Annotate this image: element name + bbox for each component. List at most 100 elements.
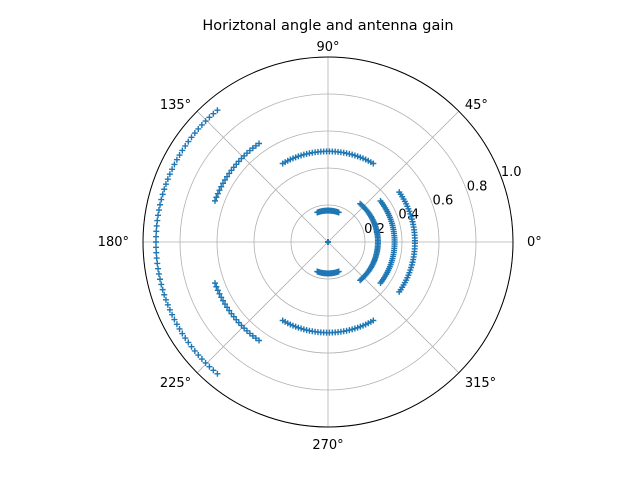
data-point — [153, 228, 160, 235]
data-point — [256, 337, 263, 344]
data-point — [212, 280, 219, 287]
data-point — [354, 324, 361, 331]
angular-tick-label: 270° — [312, 438, 343, 453]
data-point — [252, 142, 259, 149]
angular-tick-label: 90° — [316, 40, 339, 55]
data-point — [164, 301, 171, 308]
data-point — [252, 335, 259, 342]
data-point — [198, 121, 205, 128]
data-point — [218, 183, 225, 190]
data-point — [214, 287, 221, 294]
data-point — [377, 197, 384, 204]
data-point — [202, 359, 209, 366]
data-point — [185, 339, 192, 346]
data-point — [349, 326, 356, 333]
data-point — [185, 138, 192, 145]
data-point — [155, 207, 162, 214]
data-point — [216, 290, 223, 297]
data-point — [155, 265, 162, 272]
radial-tick-label: 1.0 — [501, 165, 522, 180]
data-point — [325, 239, 331, 245]
radial-tick-labels: 0.20.40.60.81.0 — [364, 165, 521, 237]
data-point — [226, 170, 233, 177]
angular-tick-label: 180° — [98, 235, 129, 250]
angular-tick-label: 135° — [160, 98, 191, 113]
data-point — [155, 270, 162, 277]
angular-gridline — [196, 241, 329, 374]
data-point — [220, 297, 227, 304]
data-point — [295, 324, 302, 331]
data-point — [351, 152, 358, 159]
data-point — [166, 306, 173, 313]
data-point — [153, 244, 160, 251]
angular-gridline — [327, 241, 460, 374]
data-point — [346, 327, 353, 334]
data-point — [224, 304, 231, 311]
data-point — [228, 310, 235, 317]
data-point — [218, 294, 225, 301]
data-point — [292, 323, 299, 330]
data-point — [249, 332, 256, 339]
data-point — [173, 156, 180, 163]
angular-tick-label: 315° — [465, 376, 496, 391]
data-point — [191, 130, 198, 137]
data-point — [230, 164, 237, 171]
data-point — [357, 154, 364, 161]
data-point — [154, 260, 161, 267]
data-point — [169, 166, 176, 173]
data-point — [153, 255, 160, 262]
data-point — [162, 181, 169, 188]
data-point — [154, 217, 161, 224]
data-point — [396, 189, 403, 196]
data-point — [153, 249, 160, 256]
data-point — [176, 325, 183, 332]
data-point — [295, 153, 302, 160]
data-point — [303, 150, 310, 157]
data-point — [157, 201, 164, 208]
data-point — [226, 307, 233, 314]
data-point — [238, 322, 245, 329]
data-point — [228, 167, 235, 174]
data-point — [221, 176, 228, 183]
data-point — [354, 153, 361, 160]
data-point — [158, 196, 165, 203]
data-point — [213, 194, 220, 201]
data-point — [179, 330, 186, 337]
data-point — [171, 161, 178, 168]
data-point — [358, 201, 365, 208]
data-point — [300, 326, 307, 333]
data-point — [153, 233, 160, 240]
data-point — [335, 268, 342, 275]
data-point — [202, 118, 209, 125]
data-point — [214, 370, 221, 377]
angular-gridline — [196, 110, 329, 243]
data-point — [171, 316, 178, 323]
data-point — [213, 283, 220, 290]
angular-tick-label: 45° — [465, 98, 488, 113]
data-point — [370, 317, 377, 324]
data-points — [152, 107, 418, 377]
data-point — [300, 151, 307, 158]
data-point — [166, 171, 173, 178]
data-point — [159, 286, 166, 293]
data-point — [221, 301, 228, 308]
radial-tick-label: 0.6 — [433, 194, 454, 209]
angular-tick-labels: 0° 45° 90° 135° 180° 225° 270° 315° — [98, 40, 542, 453]
data-point — [298, 152, 305, 159]
data-point — [212, 197, 219, 204]
data-point — [357, 200, 364, 207]
data-point — [153, 222, 160, 229]
data-point — [216, 187, 223, 194]
data-point — [206, 363, 213, 370]
data-point — [351, 325, 358, 332]
data-point — [210, 110, 217, 117]
data-point — [195, 352, 202, 359]
data-point — [214, 190, 221, 197]
data-point — [159, 191, 166, 198]
data-point — [349, 151, 356, 158]
data-point — [157, 276, 164, 283]
data-point — [161, 186, 168, 193]
data-point — [176, 152, 183, 159]
angular-gridline — [327, 110, 460, 243]
